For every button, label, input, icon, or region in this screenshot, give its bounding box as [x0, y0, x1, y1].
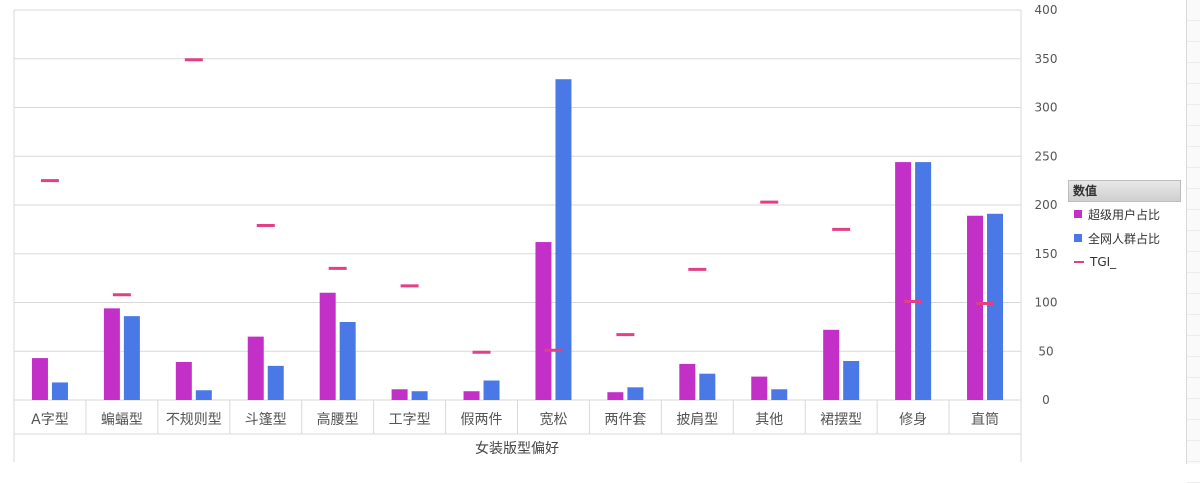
bar-all-network[interactable]: [771, 389, 788, 400]
x-tick-label: 工字型: [389, 412, 431, 428]
legend-swatch: [1074, 210, 1082, 218]
y-tick-label: 100: [1035, 296, 1058, 310]
x-tick-label: 裙摆型: [820, 412, 862, 428]
bar-all-network[interactable]: [843, 361, 860, 400]
y-axis-ticks: 0 50 100 150 200 250 300 350 400: [1035, 3, 1058, 407]
legend: 数值 超级用户占比 全网人群占比 TGI_: [1068, 180, 1181, 274]
legend-label: TGI_: [1090, 255, 1117, 269]
bar-super-user[interactable]: [175, 361, 192, 400]
bars: [31, 79, 1004, 401]
legend-swatch: [1074, 234, 1082, 242]
x-tick-label: A字型: [31, 412, 69, 428]
bar-super-user[interactable]: [319, 292, 336, 400]
bar-super-user[interactable]: [679, 363, 696, 400]
bar-super-user[interactable]: [463, 391, 480, 400]
bar-all-network[interactable]: [51, 382, 68, 400]
bar-all-network[interactable]: [483, 380, 500, 401]
bar-all-network[interactable]: [699, 373, 716, 400]
y-tick-label: 250: [1035, 149, 1058, 163]
x-tick-label: 宽松: [539, 411, 567, 428]
x-tick-label: 两件套: [604, 412, 646, 428]
bar-all-network[interactable]: [411, 391, 428, 400]
y-tick-label: 150: [1035, 247, 1058, 261]
bar-all-network[interactable]: [339, 322, 356, 400]
bar-all-network[interactable]: [267, 365, 284, 400]
legend-label: 全网人群占比: [1088, 231, 1161, 246]
bar-super-user[interactable]: [247, 336, 264, 400]
gridlines: [14, 9, 1021, 401]
x-tick-label: 斗篷型: [245, 412, 287, 428]
x-tick-label: 假两件: [461, 412, 503, 428]
legend-item-super-user[interactable]: 超级用户占比: [1068, 202, 1181, 226]
legend-item-tgi[interactable]: TGI_: [1068, 250, 1181, 274]
legend-label: 超级用户占比: [1088, 207, 1161, 222]
spreadsheet-column-edge: [1186, 0, 1200, 483]
legend-swatch: [1074, 261, 1084, 263]
bar-super-user[interactable]: [391, 389, 408, 400]
x-axis-title: 女装版型偏好: [475, 440, 559, 457]
bar-all-network[interactable]: [627, 387, 644, 400]
bar-super-user[interactable]: [895, 162, 912, 400]
x-tick-label: 其他: [755, 412, 783, 428]
bar-super-user[interactable]: [607, 392, 624, 400]
y-tick-label: 50: [1038, 344, 1053, 358]
bar-super-user[interactable]: [967, 215, 984, 400]
chart: 0 50 100 150 200 250 300 350 400 A字型 蝙蝠型 不规则型 斗篷型 高腰…: [13, 3, 1058, 462]
bar-super-user[interactable]: [823, 329, 840, 400]
x-tick-label: 修身: [899, 412, 927, 428]
bar-all-network[interactable]: [195, 390, 212, 400]
y-tick-label: 350: [1035, 52, 1058, 66]
x-tick-label: 披肩型: [676, 412, 718, 428]
legend-item-all-network[interactable]: 全网人群占比: [1068, 226, 1181, 250]
tgi-markers: [40, 58, 995, 354]
bar-super-user[interactable]: [535, 242, 552, 400]
bar-super-user[interactable]: [103, 308, 120, 400]
x-tick-label: 直筒: [971, 411, 999, 428]
x-tick-label: 不规则型: [166, 412, 222, 428]
x-tick-label: 蝙蝠型: [101, 412, 143, 428]
bar-all-network[interactable]: [987, 213, 1004, 400]
y-tick-label: 300: [1035, 101, 1058, 115]
plot-area: [13, 10, 1022, 462]
y-tick-label: 400: [1035, 3, 1058, 17]
bar-super-user[interactable]: [31, 358, 48, 400]
bar-all-network[interactable]: [123, 316, 140, 400]
x-tick-label: 高腰型: [317, 411, 359, 428]
bar-super-user[interactable]: [751, 376, 768, 400]
bar-all-network[interactable]: [555, 79, 572, 400]
y-tick-label: 0: [1042, 393, 1050, 407]
x-axis-ticks: A字型 蝙蝠型 不规则型 斗篷型 高腰型 工字型 假两件 宽松 两件套 披肩型 其他 裙摆型 修身 直筒: [31, 411, 999, 428]
bar-all-network[interactable]: [915, 162, 932, 400]
legend-title[interactable]: 数值: [1068, 180, 1181, 202]
y-tick-label: 200: [1035, 198, 1058, 212]
